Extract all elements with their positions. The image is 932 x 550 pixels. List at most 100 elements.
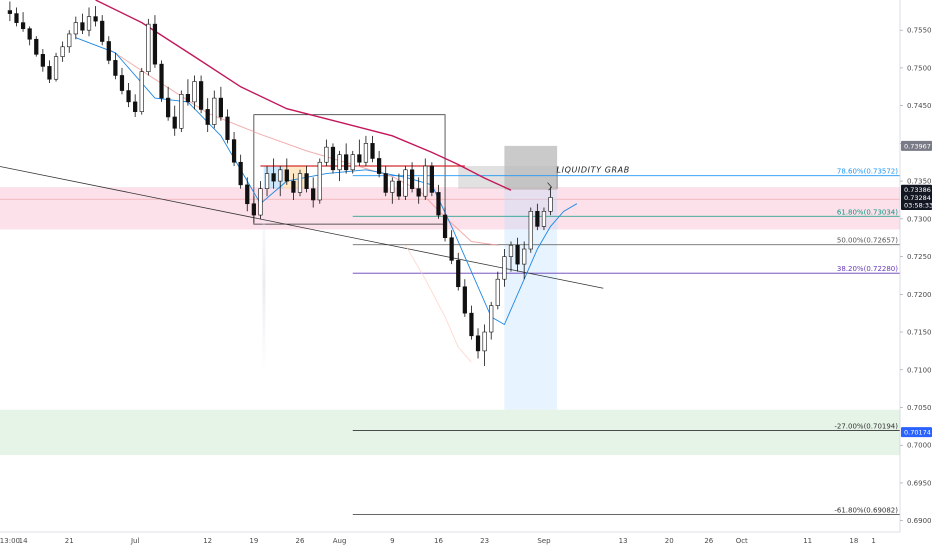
candle-body-67: [449, 237, 454, 261]
candle-body-15: [106, 41, 111, 61]
candle-body-65: [436, 192, 441, 216]
x-tick-label-8: 9: [390, 537, 394, 545]
candle-body-81: [541, 210, 547, 227]
x-tick-label-7: Aug: [333, 537, 347, 545]
fib-label-4: -27.00%(0.70194): [834, 423, 898, 431]
candle-body-47: [317, 161, 322, 201]
candle-body-73: [489, 305, 494, 333]
x-tick-label-10: 23: [480, 537, 489, 545]
candle-body-66: [442, 214, 448, 239]
candle-body-76: [508, 244, 514, 257]
price-tag-label-2: 0.73284: [904, 194, 931, 202]
x-tick-label-14: 26: [704, 537, 713, 545]
candle-body-0: [7, 10, 13, 14]
candle-body-82: [548, 197, 553, 212]
x-tick-label-16: 11: [803, 537, 812, 545]
candle-body-12: [86, 16, 92, 31]
x-tick-label-17: 18: [849, 537, 858, 545]
candle-body-60: [403, 169, 408, 197]
y-tick-label-13: 0.69000: [907, 517, 932, 525]
candle-body-17: [119, 75, 125, 91]
zones-layer: [0, 187, 900, 456]
candle-body-38: [258, 188, 263, 216]
candle-body-56: [377, 158, 382, 174]
range-box-layer: [253, 114, 446, 370]
candle-body-72: [482, 331, 487, 352]
x-tick-label-1: 14: [19, 537, 28, 545]
candle-body-63: [423, 165, 428, 197]
annotation-0: LIQUIDITY GRAB: [557, 166, 630, 175]
candle-body-75: [502, 256, 507, 280]
liquidity-band: [458, 166, 558, 189]
price-tag-bg-3: [901, 199, 932, 210]
x-tick-label-6: 26: [296, 537, 305, 545]
candle-body-49: [330, 146, 336, 171]
fib-layer: 78.60%(0.73572) 61.80%(0.73034) 50.00%(0.7…: [352, 168, 900, 515]
candle-body-34: [231, 139, 237, 163]
candle-body-79: [528, 210, 533, 250]
candle-body-5: [40, 54, 45, 67]
candle-body-18: [126, 90, 131, 103]
candle-body-54: [363, 143, 369, 163]
candle-body-69: [462, 286, 467, 314]
fib-label-3: 38.20%(0.72280): [837, 265, 898, 273]
candle-body-11: [80, 22, 85, 31]
candle-body-28: [192, 81, 197, 103]
position-stop-zone: [504, 145, 558, 190]
candle-body-61: [409, 169, 415, 189]
candle-body-80: [535, 210, 540, 227]
x-tick-label-9: 16: [434, 537, 443, 545]
candle-body-31: [212, 97, 217, 125]
demand-zone: [0, 409, 900, 456]
candle-body-44: [297, 173, 303, 193]
x-tick-label-3: Jul: [130, 537, 140, 545]
price-tag-label-0: 0.73967: [904, 142, 931, 150]
x-tick-label-5: 19: [249, 537, 258, 545]
candle-body-39: [264, 173, 270, 189]
candle-body-40: [271, 173, 276, 182]
candle-body-62: [416, 188, 421, 197]
candle-body-71: [475, 335, 481, 352]
price-tag-bg-4: [901, 427, 932, 438]
x-tick-label-11: Sep: [537, 537, 551, 545]
candle-body-26: [179, 94, 184, 129]
x-tick-label-2: 21: [65, 537, 74, 545]
x-tick-label-18: 1: [871, 537, 875, 545]
candle-body-6: [47, 66, 52, 80]
candle-body-78: [522, 248, 527, 265]
candle-body-21: [146, 23, 151, 72]
price-tag-label-3: 03:58:33: [904, 201, 932, 209]
fib-label-2: 50.00%(0.72657): [837, 237, 898, 245]
candle-body-52: [350, 154, 355, 171]
candle-body-53: [357, 154, 362, 163]
candle-body-1: [14, 13, 19, 23]
candle-body-64: [429, 165, 434, 193]
candle-body-23: [159, 63, 164, 99]
x-axis-bg: [0, 532, 932, 550]
ema-slow-line: [405, 244, 472, 363]
price-tag-bg-1: [901, 184, 932, 195]
candle-body-3: [27, 28, 32, 40]
price-tag-bg-2: [901, 192, 932, 203]
candle-body-77: [515, 244, 520, 265]
candle-body-22: [152, 23, 158, 65]
candle-body-50: [337, 154, 342, 171]
price-tag-bg-0: [901, 140, 932, 151]
candle-body-41: [278, 169, 283, 182]
x-tick-label-13: 20: [665, 537, 674, 545]
candle-body-10: [73, 22, 78, 35]
candle-body-58: [390, 180, 395, 193]
candle-body-13: [93, 16, 98, 22]
